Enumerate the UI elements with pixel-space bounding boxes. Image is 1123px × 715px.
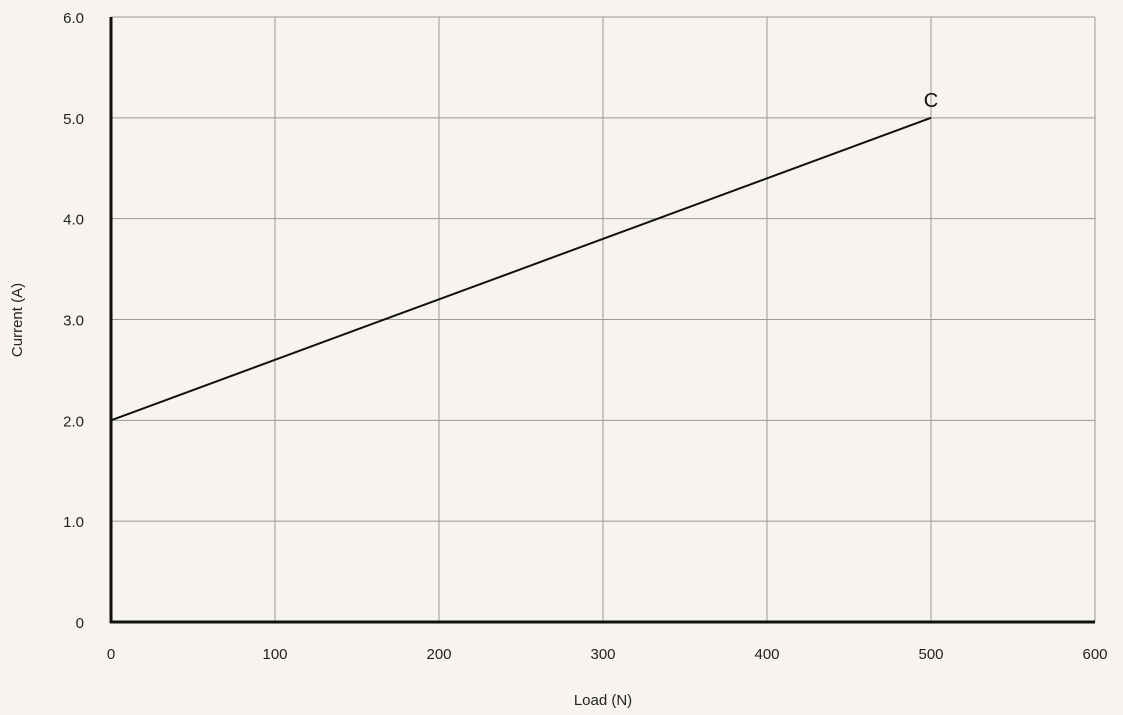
y-tick-label: 3.0 bbox=[63, 313, 84, 330]
x-tick-labels: 0 100 200 300 400 500 600 bbox=[107, 646, 1108, 663]
grid-lines bbox=[111, 16, 1096, 622]
y-tick-label: 5.0 bbox=[63, 111, 84, 128]
series-line bbox=[110, 116, 932, 422]
x-tick-label: 400 bbox=[754, 646, 779, 663]
y-tick-label: 6.0 bbox=[63, 10, 84, 27]
axes bbox=[109, 17, 1095, 624]
point-label: C bbox=[924, 90, 938, 112]
y-tick-label: 0 bbox=[76, 615, 84, 632]
x-tick-label: 300 bbox=[590, 646, 615, 663]
x-tick-label: 0 bbox=[107, 646, 115, 663]
x-tick-label: 600 bbox=[1082, 646, 1107, 663]
annotations: C bbox=[924, 90, 938, 112]
x-tick-label: 500 bbox=[918, 646, 943, 663]
x-tick-label: 100 bbox=[262, 646, 287, 663]
y-tick-labels: 0 1.0 2.0 3.0 4.0 5.0 6.0 bbox=[63, 10, 84, 632]
x-axis-title: Load (N) bbox=[574, 692, 632, 709]
y-tick-label: 4.0 bbox=[63, 212, 84, 229]
y-tick-label: 2.0 bbox=[63, 413, 84, 430]
x-tick-label: 200 bbox=[426, 646, 451, 663]
series-lines bbox=[110, 116, 932, 422]
y-tick-label: 1.0 bbox=[63, 514, 84, 531]
y-axis-title: Current (A) bbox=[9, 283, 26, 357]
